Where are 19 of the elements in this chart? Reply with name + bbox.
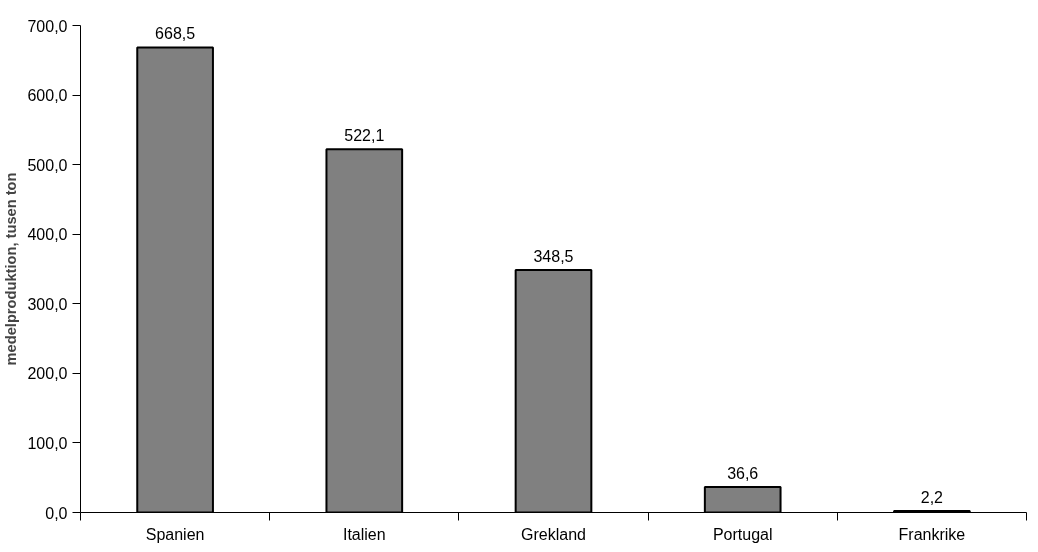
y-tick-label: 400,0 xyxy=(27,226,68,244)
data-label: 36,6 xyxy=(727,465,759,483)
data-label: 348,5 xyxy=(533,248,574,266)
y-tick-label: 100,0 xyxy=(27,434,68,452)
x-tick-label: Frankrike xyxy=(898,525,966,543)
y-tick-label: 0,0 xyxy=(45,504,68,522)
data-label: 668,5 xyxy=(155,25,196,43)
x-tick-label: Italien xyxy=(342,525,386,543)
y-tick-label: 300,0 xyxy=(27,295,68,313)
x-tick-label: Portugal xyxy=(712,525,773,543)
y-tick-label: 200,0 xyxy=(27,365,68,383)
data-label: 522,1 xyxy=(344,127,385,145)
x-tick-label: Grekland xyxy=(521,525,586,543)
data-label: 2,2 xyxy=(920,488,944,506)
x-tick-label: Spanien xyxy=(145,525,205,543)
y-tick-label: 700,0 xyxy=(27,17,68,35)
y-tick-label: 600,0 xyxy=(27,87,68,105)
y-tick-label: 500,0 xyxy=(27,156,68,174)
y-axis-title: medelproduktion, tusen ton xyxy=(3,172,20,366)
